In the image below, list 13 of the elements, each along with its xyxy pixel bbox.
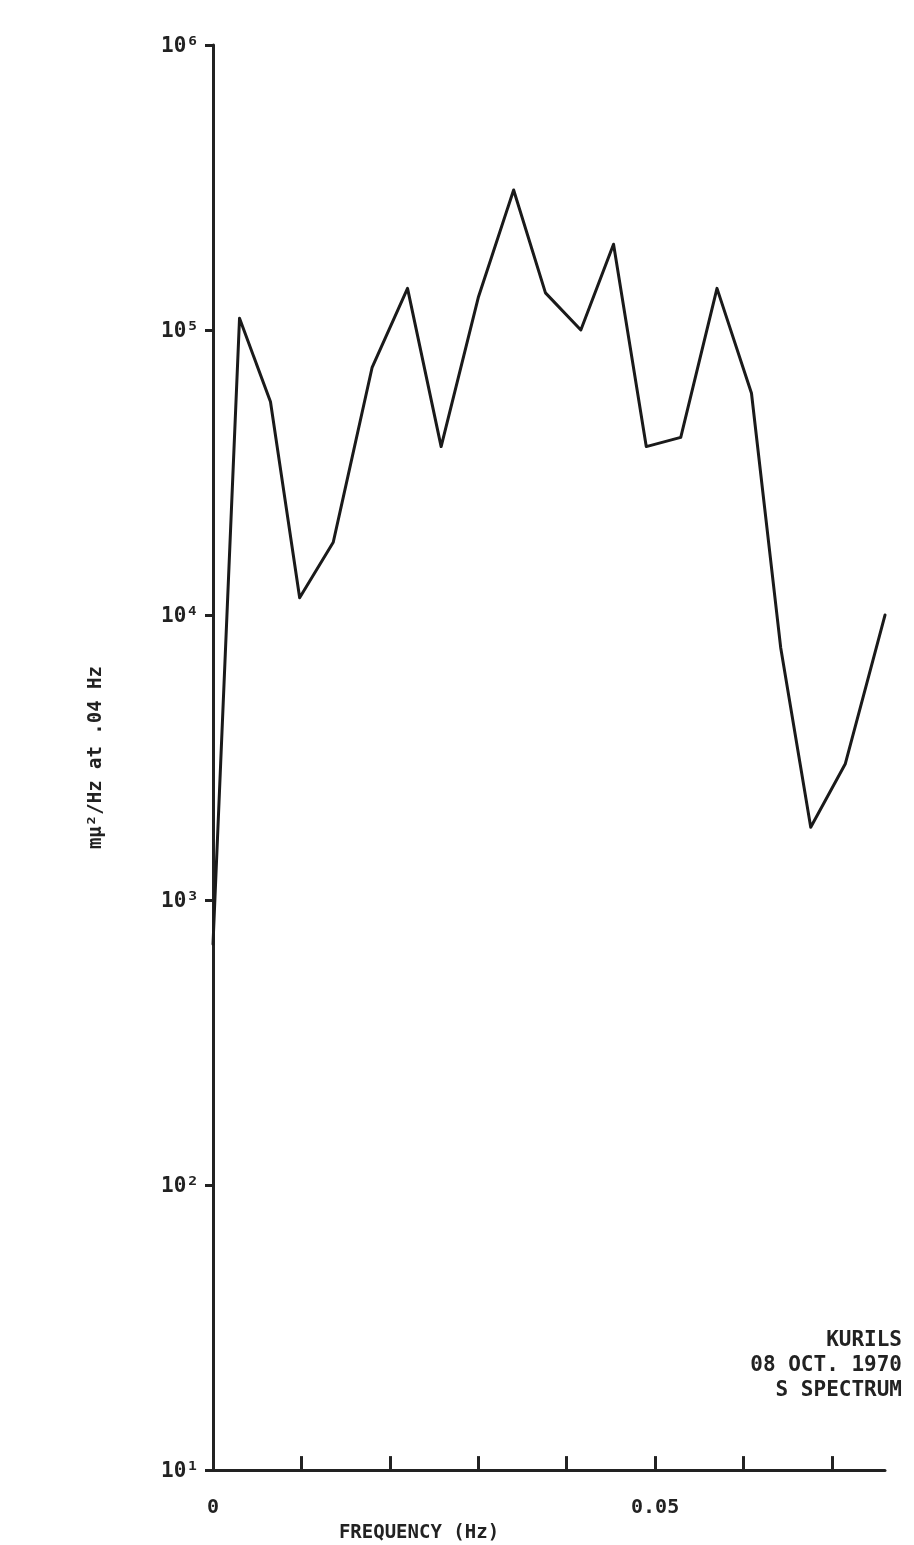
x-axis-title: FREQUENCY (Hz) <box>338 1519 500 1542</box>
x-tick-label: 0.05 <box>631 1494 680 1519</box>
y-tick-label: 10⁴ <box>161 603 199 628</box>
y-tick-label: 10¹ <box>161 1458 199 1483</box>
x-tick-label: 0 <box>206 1494 220 1519</box>
y-tick-label: 10⁶ <box>161 33 199 57</box>
y-tick-label: 10⁵ <box>161 318 199 343</box>
y-tick-label: 10³ <box>161 888 199 913</box>
annotation: KURILS <box>826 1326 902 1351</box>
annotation: S SPECTRUM <box>775 1376 902 1401</box>
annotation: 08 OCT. 1970 <box>750 1351 902 1376</box>
y-tick-label: 10² <box>161 1173 199 1198</box>
y-axis-title: mμ²/Hz at .04 Hz <box>82 666 105 850</box>
